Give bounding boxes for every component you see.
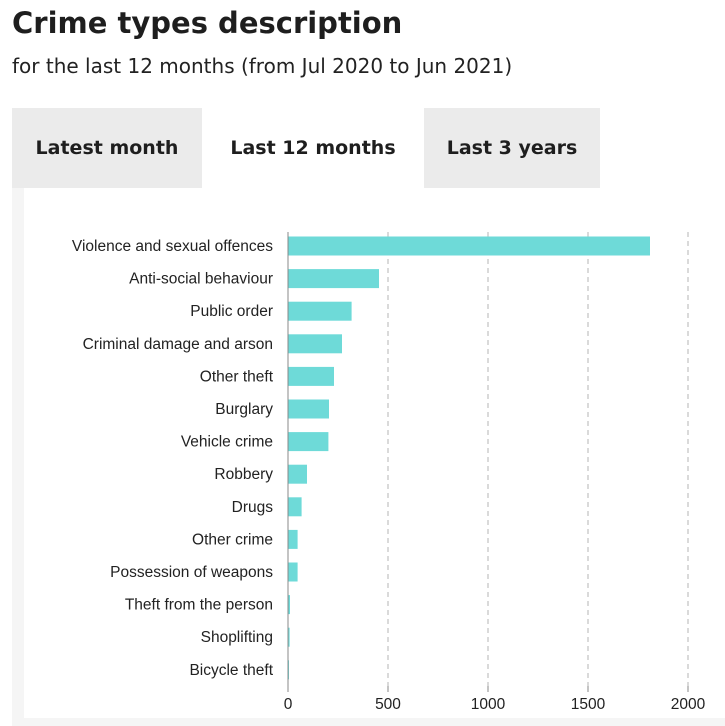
- bar-drugs: [288, 497, 302, 517]
- category-label-public-order: Public order: [190, 303, 273, 320]
- x-tick-label-1500: 1500: [571, 696, 606, 713]
- bar-possession-of-weapons: [288, 562, 298, 582]
- x-tick-label-1000: 1000: [471, 696, 506, 713]
- category-label-criminal-damage-and-arson: Criminal damage and arson: [83, 336, 273, 353]
- category-label-possession-of-weapons: Possession of weapons: [110, 564, 273, 581]
- bar-theft-from-the-person: [288, 595, 290, 615]
- period-tabs: Latest month Last 12 months Last 3 years: [12, 108, 725, 188]
- page-title: Crime types description: [12, 6, 403, 40]
- category-label-bicycle-theft: Bicycle theft: [189, 662, 273, 679]
- bar-public-order: [288, 301, 352, 321]
- tab-last-12-months[interactable]: Last 12 months: [208, 108, 418, 188]
- category-label-shoplifting: Shoplifting: [201, 629, 273, 646]
- category-label-theft-from-the-person: Theft from the person: [125, 597, 273, 614]
- bar-violence-and-sexual-offences: [288, 236, 650, 256]
- bar-criminal-damage-and-arson: [288, 334, 342, 354]
- category-label-anti-social-behaviour: Anti-social behaviour: [129, 271, 273, 288]
- category-label-vehicle-crime: Vehicle crime: [181, 434, 273, 451]
- bar-burglary: [288, 399, 329, 419]
- x-tick-label-2000: 2000: [671, 696, 706, 713]
- tab-last-3-years[interactable]: Last 3 years: [424, 108, 600, 188]
- bar-other-crime: [288, 529, 298, 549]
- category-label-other-crime: Other crime: [192, 531, 273, 548]
- category-label-violence-and-sexual-offences: Violence and sexual offences: [72, 238, 273, 255]
- bar-anti-social-behaviour: [288, 269, 379, 289]
- bar-vehicle-crime: [288, 432, 329, 452]
- x-tick-label-0: 0: [284, 696, 293, 713]
- category-label-robbery: Robbery: [214, 466, 273, 483]
- x-tick-label-500: 500: [375, 696, 401, 713]
- bar-shoplifting: [288, 627, 290, 647]
- category-label-other-theft: Other theft: [200, 368, 274, 385]
- chart-container: Violence and sexual offences Anti-social …: [24, 188, 725, 718]
- tab-latest-month[interactable]: Latest month: [12, 108, 202, 188]
- category-label-drugs: Drugs: [232, 499, 274, 516]
- bar-other-theft: [288, 366, 334, 386]
- category-label-burglary: Burglary: [215, 401, 273, 418]
- page-subtitle: for the last 12 months (from Jul 2020 to…: [12, 54, 513, 78]
- crime-types-bar-chart: Violence and sexual offences Anti-social …: [72, 232, 706, 713]
- bar-robbery: [288, 464, 307, 484]
